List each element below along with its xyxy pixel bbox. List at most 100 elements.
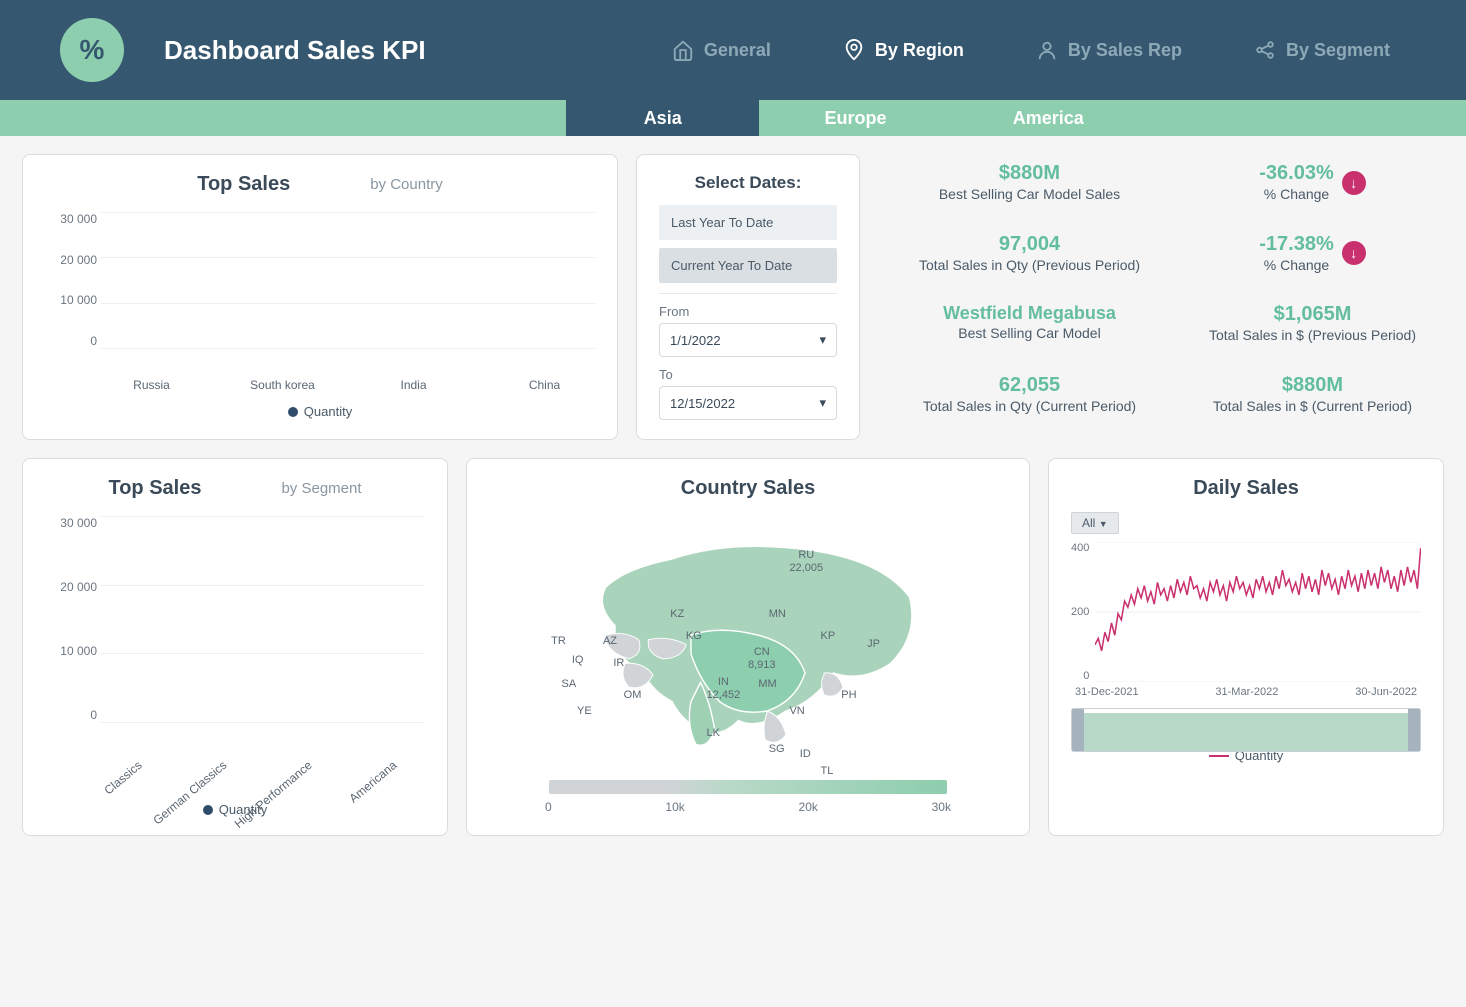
chart-title: Daily Sales bbox=[1071, 477, 1421, 500]
region-tab-label: Europe bbox=[824, 108, 886, 129]
kpi-qty-prev: 97,004 Total Sales in Qty (Previous Peri… bbox=[898, 233, 1161, 300]
region-tab-asia[interactable]: Asia bbox=[566, 100, 759, 136]
x-axis-daily: 31-Dec-2021 31-Mar-2022 30-Jun-2022 bbox=[1071, 686, 1421, 698]
y-tick: 0 bbox=[45, 708, 97, 722]
logo-badge: % bbox=[60, 18, 124, 82]
chart-header: Top Sales by Country bbox=[45, 173, 595, 196]
y-tick: 10 000 bbox=[45, 644, 97, 658]
map-label-ru[interactable]: RU22,005 bbox=[789, 549, 823, 575]
from-date-input[interactable]: 1/1/2022 ▾ bbox=[659, 323, 837, 357]
to-date-value: 12/15/2022 bbox=[670, 396, 735, 411]
map-label-om[interactable]: OM bbox=[624, 689, 642, 702]
nav-by-segment[interactable]: By Segment bbox=[1238, 31, 1406, 69]
map-label-jp[interactable]: JP bbox=[867, 638, 880, 651]
kpi-change-1: -36.03% % Change ↓ bbox=[1181, 162, 1444, 229]
region-tab-label: Asia bbox=[644, 108, 682, 129]
map-label-cn[interactable]: CN8,913 bbox=[748, 646, 776, 672]
person-icon bbox=[1036, 39, 1058, 61]
nav-label: General bbox=[704, 40, 771, 61]
y-tick: 20 000 bbox=[45, 580, 97, 594]
map-label-iq[interactable]: IQ bbox=[572, 654, 584, 667]
map-label-sg[interactable]: SG bbox=[769, 743, 785, 756]
kpi-qty-curr: 62,055 Total Sales in Qty (Current Perio… bbox=[898, 374, 1161, 441]
dates-card: Select Dates: Last Year To Date Current … bbox=[636, 154, 860, 440]
kpi-dollar-curr: $880M Total Sales in $ (Current Period) bbox=[1181, 374, 1444, 441]
bar-chart-country: 30 000 20 000 10 000 0 Russia South kore… bbox=[45, 212, 595, 372]
chart-subtitle: by Segment bbox=[281, 480, 361, 497]
nav-label: By Region bbox=[875, 40, 964, 61]
row2: Top Sales by Segment 30 000 20 000 10 00… bbox=[22, 458, 1444, 836]
region-tab-spacer bbox=[1145, 100, 1466, 136]
scale-tick: 30k bbox=[932, 800, 951, 814]
nav-label: By Sales Rep bbox=[1068, 40, 1182, 61]
pin-icon bbox=[843, 39, 865, 61]
from-date-value: 1/1/2022 bbox=[670, 333, 721, 348]
map-label-id[interactable]: ID bbox=[800, 748, 811, 761]
chart-header: Top Sales by Segment bbox=[45, 477, 425, 500]
range-handle-right[interactable] bbox=[1408, 709, 1420, 751]
map-area[interactable]: RU22,005 CN8,913 IN12,452 KZ MN KG KP JP TR AZ IQ I… bbox=[489, 500, 1007, 770]
scale-tick: 20k bbox=[799, 800, 818, 814]
map-label-mm[interactable]: MM bbox=[758, 678, 776, 691]
range-slider[interactable] bbox=[1071, 708, 1421, 752]
legend-line bbox=[1209, 755, 1229, 757]
map-label-kz[interactable]: KZ bbox=[670, 608, 684, 621]
top-sales-segment-card: Top Sales by Segment 30 000 20 000 10 00… bbox=[22, 458, 448, 836]
map-label-vn[interactable]: VN bbox=[789, 705, 804, 718]
date-preset-last-ytd[interactable]: Last Year To Date bbox=[659, 205, 837, 240]
daily-chart: All ▼ 400 200 0 31-Dec-2021 bbox=[1071, 512, 1421, 732]
y-tick: 10 000 bbox=[45, 293, 97, 307]
y-tick: 30 000 bbox=[45, 516, 97, 530]
region-tab-america[interactable]: America bbox=[952, 100, 1145, 136]
divider bbox=[659, 293, 837, 294]
map-label-ye[interactable]: YE bbox=[577, 705, 592, 718]
logo-glyph: % bbox=[80, 34, 105, 66]
map-label-ir[interactable]: IR bbox=[613, 657, 624, 670]
dates-title: Select Dates: bbox=[659, 173, 837, 193]
kpi-best-model: Westfield Megabusa Best Selling Car Mode… bbox=[898, 303, 1161, 370]
region-tab-europe[interactable]: Europe bbox=[759, 100, 952, 136]
date-preset-current-ytd[interactable]: Current Year To Date bbox=[659, 248, 837, 283]
y-tick: 30 000 bbox=[45, 212, 97, 226]
bar-chart-segment: 30 000 20 000 10 000 0 26,387Classics 14… bbox=[45, 516, 425, 746]
legend-label: Quantity bbox=[304, 404, 352, 419]
legend-dot bbox=[288, 407, 298, 417]
map-label-tr[interactable]: TR bbox=[551, 635, 566, 648]
caret-down-icon: ▼ bbox=[1099, 519, 1108, 529]
legend: Quantity bbox=[45, 802, 425, 817]
kpi-grid: $880M Best Selling Car Model Sales -36.0… bbox=[878, 154, 1444, 440]
kpi-dollar-prev: $1,065M Total Sales in $ (Previous Perio… bbox=[1181, 303, 1444, 370]
map-label-kg[interactable]: KG bbox=[686, 630, 702, 643]
map-label-in[interactable]: IN12,452 bbox=[707, 676, 741, 702]
kpi-change-2: -17.38% % Change ↓ bbox=[1181, 233, 1444, 300]
nav-by-sales-rep[interactable]: By Sales Rep bbox=[1020, 31, 1198, 69]
top-sales-country-card: Top Sales by Country 30 000 20 000 10 00… bbox=[22, 154, 618, 440]
region-tabs: Asia Europe America bbox=[0, 100, 1466, 136]
country-sales-card: Country Sales RU22,005 CN8,913 IN12,452 KZ M… bbox=[466, 458, 1030, 836]
legend: Quantity bbox=[45, 404, 595, 419]
nav-label: By Segment bbox=[1286, 40, 1390, 61]
kpi-best-model-sales: $880M Best Selling Car Model Sales bbox=[898, 162, 1161, 229]
scale-tick: 10k bbox=[665, 800, 684, 814]
home-icon bbox=[672, 39, 694, 61]
down-arrow-icon: ↓ bbox=[1342, 241, 1366, 265]
nav-general[interactable]: General bbox=[656, 31, 787, 69]
map-label-ph[interactable]: PH bbox=[841, 689, 856, 702]
map-label-kp[interactable]: KP bbox=[821, 630, 836, 643]
daily-filter-dropdown[interactable]: All ▼ bbox=[1071, 512, 1119, 534]
nav-by-region[interactable]: By Region bbox=[827, 31, 980, 69]
region-tab-label: America bbox=[1013, 108, 1084, 129]
to-date-input[interactable]: 12/15/2022 ▾ bbox=[659, 386, 837, 420]
map-label-mn[interactable]: MN bbox=[769, 608, 786, 621]
map-label-sa[interactable]: SA bbox=[562, 678, 577, 691]
scale-labels: 0 10k 20k 30k bbox=[545, 800, 951, 814]
line-chart-svg[interactable] bbox=[1095, 542, 1421, 682]
map-label-tl[interactable]: TL bbox=[821, 765, 834, 778]
map-label-lk[interactable]: LK bbox=[707, 727, 720, 740]
range-handle-left[interactable] bbox=[1072, 709, 1084, 751]
chart-title: Country Sales bbox=[489, 477, 1007, 500]
daily-sales-card: Daily Sales All ▼ 400 200 0 bbox=[1048, 458, 1444, 836]
y-axis: 30 000 20 000 10 000 0 bbox=[45, 516, 97, 722]
color-scale bbox=[549, 780, 947, 794]
map-label-az[interactable]: AZ bbox=[603, 635, 617, 648]
